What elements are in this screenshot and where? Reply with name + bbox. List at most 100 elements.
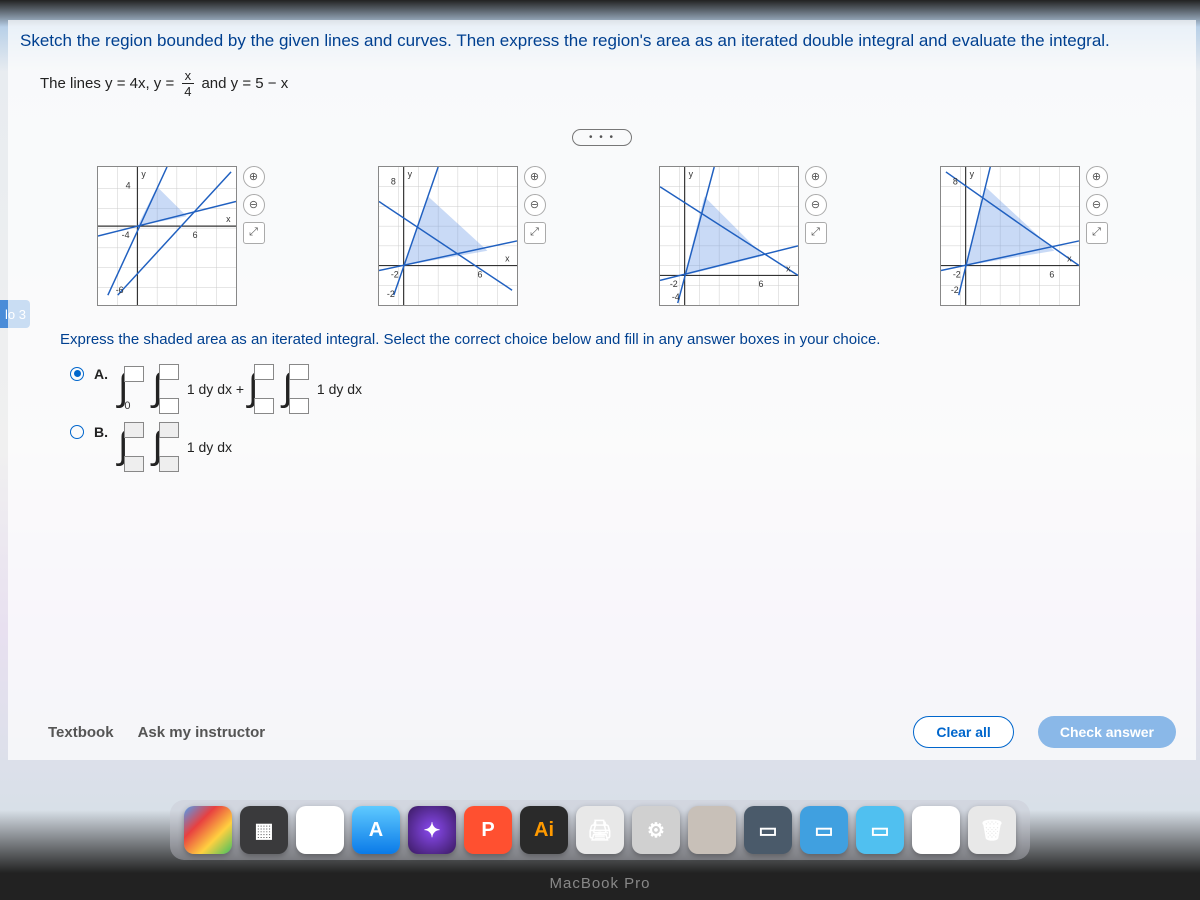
svg-text:-2: -2 [950,285,958,295]
svg-text:8: 8 [952,176,957,186]
bound-input[interactable] [159,456,179,472]
zoom-out-icon[interactable]: ⊖ [524,194,546,216]
svg-text:-4: -4 [121,229,129,239]
graph-option-2[interactable]: yx 86 -2-2 ⊕ ⊖ ⤢ [378,166,546,306]
svg-text:6: 6 [758,279,763,289]
zoom-out-icon[interactable]: ⊖ [1086,194,1108,216]
graph-options-row: yx 46 -6-4 ⊕ ⊖ ⤢ yx [60,166,1144,306]
zoom-out-icon[interactable]: ⊖ [243,194,265,216]
graph-tools-1: ⊕ ⊖ ⤢ [243,166,265,244]
graph-tools-4: ⊕ ⊖ ⤢ [1086,166,1108,244]
expand-icon[interactable]: ⤢ [524,222,546,244]
bound-input[interactable] [254,364,274,380]
bound-input[interactable] [289,398,309,414]
graph-option-1[interactable]: yx 46 -6-4 ⊕ ⊖ ⤢ [97,166,265,306]
bound-input[interactable] [254,398,274,414]
second-outer-integral: ∫ [248,364,278,414]
textbook-link[interactable]: Textbook [48,724,114,741]
svg-text:-2: -2 [669,279,677,289]
svg-text:-4: -4 [671,292,679,302]
expand-icon[interactable]: ⤢ [1086,222,1108,244]
svg-text:-6: -6 [115,285,123,295]
fraction: x 4 [181,68,194,99]
dock-icon-window2[interactable]: ▭ [800,806,848,854]
svg-text:6: 6 [477,269,482,279]
svg-text:6: 6 [192,229,197,239]
b-inner-integral: ∫ [152,422,182,472]
zoom-in-icon[interactable]: ⊕ [524,166,546,188]
check-answer-button[interactable]: Check answer [1038,716,1176,748]
dock-icon-window3[interactable]: ▭ [856,806,904,854]
zoom-in-icon[interactable]: ⊕ [1086,166,1108,188]
dock-icon-window4[interactable]: ▦ [912,806,960,854]
fraction-numerator: x [182,68,195,84]
svg-text:4: 4 [125,180,130,190]
expand-icon[interactable]: ⤢ [243,222,265,244]
graph-canvas-2: yx 86 -2-2 [378,166,518,306]
svg-text:-2: -2 [390,269,398,279]
bound-zero: 0 [124,400,144,412]
choice-a[interactable]: A. ∫ 0 ∫ 1 dy dx + ∫ [70,364,1134,414]
bound-input[interactable] [159,364,179,380]
dock-icon-grid[interactable]: ⋮⋮ [296,806,344,854]
svg-text:x: x [1067,253,1072,263]
expr-text-1: 1 dy dx + [187,381,244,397]
graph-option-3[interactable]: yx 6-2 -4 ⊕ ⊖ ⤢ [659,166,827,306]
choice-b-label: B. [94,424,108,440]
dock-icon-appstore[interactable]: A [352,806,400,854]
choice-instruction: Express the shaded area as an iterated i… [60,331,1144,348]
second-inner-integral: ∫ [282,364,312,414]
clear-all-button[interactable]: Clear all [913,716,1013,748]
first-outer-integral: ∫ 0 [118,366,148,412]
dock-icon-files[interactable]: ▦ [240,806,288,854]
graph-canvas-4: y x 8 6 -2 -2 [940,166,1080,306]
dock-icon-trash[interactable]: 🗑 [968,806,1016,854]
dock-icon-chrome[interactable] [184,806,232,854]
svg-text:-2: -2 [952,269,960,279]
dock-icon-settings[interactable]: ✦ [408,806,456,854]
macos-dock: ▦⋮⋮A✦PAi🖨⚙▭▭▭▦🗑 [170,800,1030,860]
dock-icon-window1[interactable]: ▭ [744,806,792,854]
graph-canvas-1: yx 46 -6-4 [97,166,237,306]
choice-a-expression: ∫ 0 ∫ 1 dy dx + ∫ [118,364,362,414]
dock-icon-blank1[interactable] [688,806,736,854]
zoom-out-icon[interactable]: ⊖ [805,194,827,216]
radio-b[interactable] [70,425,84,439]
choice-a-label: A. [94,366,108,382]
bound-input[interactable] [124,422,144,438]
bound-input[interactable] [124,456,144,472]
question-panel: Sketch the region bounded by the given l… [8,20,1196,760]
zoom-in-icon[interactable]: ⊕ [805,166,827,188]
action-bar: Textbook Ask my instructor Clear all Che… [48,716,1176,748]
graph-tools-3: ⊕ ⊖ ⤢ [805,166,827,244]
device-label: MacBook Pro [549,875,650,892]
radio-a[interactable] [70,367,84,381]
expr-text-b: 1 dy dx [187,439,232,455]
svg-text:y: y [407,168,412,178]
eq-prefix: The lines y = 4x, y = [40,75,174,92]
choice-b[interactable]: B. ∫ ∫ 1 dy dx [70,422,1134,472]
eq-suffix: and y = 5 − x [201,75,288,92]
equation-definition: The lines y = 4x, y = x 4 and y = 5 − x [40,68,1184,99]
bound-input[interactable] [289,364,309,380]
svg-text:6: 6 [1049,269,1054,279]
bound-input[interactable] [159,398,179,414]
more-options-button[interactable]: • • • [572,129,632,146]
bound-input[interactable] [124,366,144,382]
dock-icon-printer[interactable]: 🖨 [576,806,624,854]
svg-text:-2: -2 [386,289,394,299]
dock-icon-illustrator[interactable]: Ai [520,806,568,854]
graph-tools-2: ⊕ ⊖ ⤢ [524,166,546,244]
svg-text:y: y [688,168,693,178]
dock-icon-prefs[interactable]: ⚙ [632,806,680,854]
question-prompt: Sketch the region bounded by the given l… [20,28,1184,54]
graph-option-4[interactable]: y x 8 6 -2 -2 ⊕ ⊖ ⤢ [940,166,1108,306]
bound-input[interactable] [159,422,179,438]
dock-icon-powerpoint[interactable]: P [464,806,512,854]
svg-text:y: y [141,168,146,178]
zoom-in-icon[interactable]: ⊕ [243,166,265,188]
svg-text:8: 8 [390,176,395,186]
expand-icon[interactable]: ⤢ [805,222,827,244]
svg-text:y: y [969,168,974,178]
ask-instructor-link[interactable]: Ask my instructor [138,724,266,741]
